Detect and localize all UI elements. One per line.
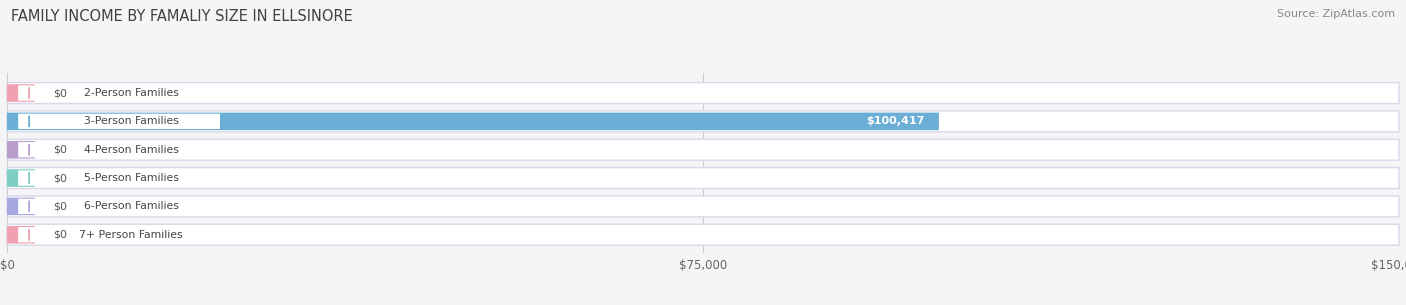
FancyBboxPatch shape [18, 85, 219, 101]
FancyBboxPatch shape [18, 142, 219, 157]
FancyBboxPatch shape [18, 199, 219, 214]
FancyBboxPatch shape [7, 141, 35, 159]
FancyBboxPatch shape [7, 83, 1399, 103]
FancyBboxPatch shape [18, 227, 219, 242]
FancyBboxPatch shape [7, 198, 35, 215]
FancyBboxPatch shape [7, 226, 35, 243]
FancyBboxPatch shape [18, 114, 219, 129]
Text: 4-Person Families: 4-Person Families [84, 145, 179, 155]
Text: $0: $0 [53, 201, 67, 211]
FancyBboxPatch shape [7, 139, 1399, 160]
Text: 7+ Person Families: 7+ Person Families [79, 230, 183, 240]
FancyBboxPatch shape [18, 170, 219, 186]
FancyBboxPatch shape [7, 224, 1399, 245]
Text: $0: $0 [53, 145, 67, 155]
FancyBboxPatch shape [7, 169, 35, 187]
Text: 6-Person Families: 6-Person Families [84, 201, 179, 211]
Text: $0: $0 [53, 230, 67, 240]
Text: $0: $0 [53, 173, 67, 183]
FancyBboxPatch shape [7, 167, 1399, 188]
Text: Source: ZipAtlas.com: Source: ZipAtlas.com [1277, 9, 1395, 19]
Text: 2-Person Families: 2-Person Families [84, 88, 179, 98]
Text: 3-Person Families: 3-Person Families [84, 117, 179, 126]
FancyBboxPatch shape [7, 196, 1399, 217]
Text: 5-Person Families: 5-Person Families [84, 173, 179, 183]
FancyBboxPatch shape [7, 111, 1399, 132]
FancyBboxPatch shape [7, 113, 939, 130]
Text: $0: $0 [53, 88, 67, 98]
FancyBboxPatch shape [7, 84, 35, 102]
Text: FAMILY INCOME BY FAMALIY SIZE IN ELLSINORE: FAMILY INCOME BY FAMALIY SIZE IN ELLSINO… [11, 9, 353, 24]
Text: $100,417: $100,417 [866, 117, 925, 126]
